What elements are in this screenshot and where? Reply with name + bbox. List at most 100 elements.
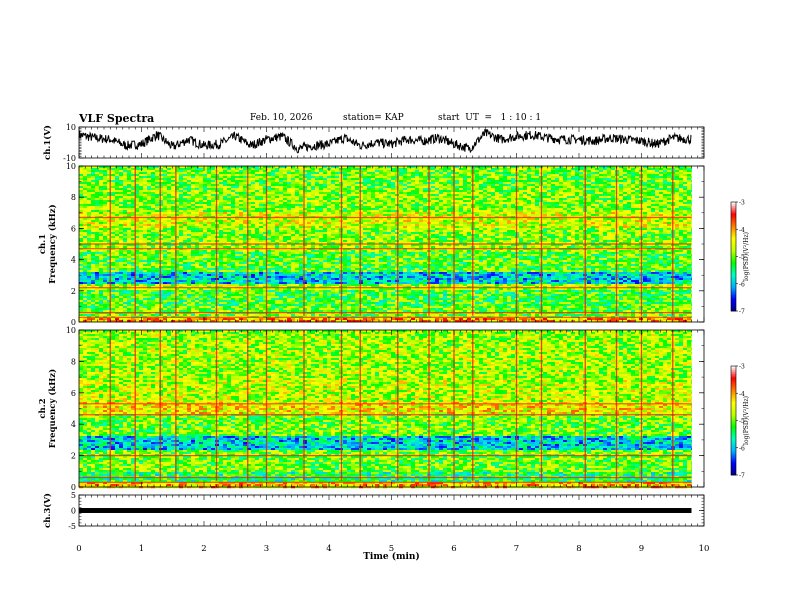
spectrogram-cell: [115, 308, 119, 310]
spectrogram-cell: [127, 250, 131, 252]
spectrogram-cell: [123, 210, 127, 212]
spectrogram-cell: [151, 236, 155, 238]
spectrogram-cell: [91, 218, 95, 220]
spectrogram-cell: [151, 318, 155, 320]
spectrogram-cell: [123, 318, 127, 320]
spectrogram-cell: [167, 246, 171, 248]
spectrogram-cell: [87, 278, 91, 280]
spectrogram-cell: [167, 304, 171, 306]
spectrogram-cell: [123, 304, 127, 306]
spectrogram-cell: [171, 174, 175, 176]
spectrogram-cell: [167, 300, 171, 302]
spectrogram-cell: [95, 206, 99, 208]
spectrogram-cell: [167, 276, 171, 278]
spectrogram-cell: [167, 182, 171, 184]
spectrogram-cell: [151, 228, 155, 230]
spectrogram-cell: [123, 168, 127, 170]
spectrogram-cell: [147, 254, 151, 256]
spectrogram-cell: [95, 220, 99, 222]
spectrogram-cell: [127, 200, 131, 202]
spectrogram-cell: [163, 280, 167, 282]
spectrogram-cell: [91, 182, 95, 184]
spectrogram-cell: [79, 288, 83, 290]
spectrogram-cell: [143, 224, 147, 226]
spectrogram-cell: [179, 222, 183, 224]
spectrogram-cell: [91, 236, 95, 238]
spectrogram-cell: [163, 238, 167, 240]
spectrogram-cell: [115, 186, 119, 188]
spectrogram-cell: [183, 202, 187, 204]
spectrogram-cell: [187, 186, 191, 188]
spectrogram-cell: [179, 294, 183, 296]
spectrogram-cell: [139, 222, 143, 224]
spectrogram-cell: [179, 278, 183, 280]
spectrogram-cell: [83, 222, 87, 224]
spectrogram-cell: [111, 264, 115, 266]
spectrogram-cell: [179, 218, 183, 220]
spectrogram-cell: [167, 202, 171, 204]
spectrogram-cell: [83, 174, 87, 176]
spectrogram-cell: [147, 280, 151, 282]
spectrogram-cell: [91, 228, 95, 230]
spectrogram-cell: [83, 220, 87, 222]
spectrogram-cell: [155, 280, 159, 282]
spectrogram-cell: [99, 310, 103, 312]
spectrogram-cell: [187, 176, 191, 178]
spectrogram-cell: [111, 200, 115, 202]
spectrogram-cell: [111, 240, 115, 242]
spectrogram-cell: [99, 218, 103, 220]
spectrogram-cell: [151, 168, 155, 170]
spectrogram-cell: [83, 282, 87, 284]
spectrogram-cell: [143, 250, 147, 252]
spectrogram-cell: [83, 308, 87, 310]
spectrogram-cell: [127, 184, 131, 186]
spectrogram-cell: [171, 198, 175, 200]
spectrogram-cell: [119, 292, 123, 294]
spectrogram-cell: [163, 258, 167, 260]
spectrogram-cell: [79, 176, 83, 178]
spectrogram-cell: [79, 260, 83, 262]
spectrogram-cell: [163, 268, 167, 270]
spectrogram-cell: [111, 190, 115, 192]
spectrogram-cell: [127, 238, 131, 240]
spectrogram-cell: [147, 246, 151, 248]
spectrogram-cell: [95, 270, 99, 272]
spectrogram-cell: [95, 308, 99, 310]
spectrogram-cell: [119, 280, 123, 282]
spectrogram-cell: [163, 226, 167, 228]
spectrogram-cell: [115, 178, 119, 180]
spectrogram-cell: [91, 214, 95, 216]
spectrogram-cell: [183, 182, 187, 184]
spectrogram-cell: [147, 218, 151, 220]
spectrogram-cell: [163, 274, 167, 276]
spectrogram-cell: [95, 236, 99, 238]
spectrogram-cell: [103, 284, 107, 286]
spectrogram-cell: [139, 218, 143, 220]
spectrogram-cell: [187, 180, 191, 182]
spectrogram-cell: [87, 178, 91, 180]
spectrogram-cell: [143, 270, 147, 272]
spectrogram-cell: [167, 204, 171, 206]
spectrogram-cell: [99, 288, 103, 290]
spectrogram-cell: [111, 172, 115, 174]
spectrogram-cell: [123, 172, 127, 174]
spectrogram-cell: [167, 180, 171, 182]
spectrogram-cell: [87, 200, 91, 202]
spectrogram-cell: [119, 186, 123, 188]
spectrogram-cell: [103, 196, 107, 198]
spectrogram-cell: [91, 250, 95, 252]
spectrogram-cell: [139, 318, 143, 320]
spectrogram-cell: [83, 260, 87, 262]
spectrogram-cell: [151, 266, 155, 268]
spectrogram-cell: [187, 172, 191, 174]
spectrogram-cell: [99, 304, 103, 306]
spectrogram-cell: [167, 170, 171, 172]
spectrogram-cell: [87, 274, 91, 276]
spectrogram-cell: [83, 232, 87, 234]
spectrogram-cell: [127, 258, 131, 260]
spectrogram-cell: [79, 240, 83, 242]
spectrogram-cell: [79, 268, 83, 270]
spectrogram-cell: [167, 260, 171, 262]
spectrogram-cell: [115, 176, 119, 178]
spectrogram-cell: [79, 232, 83, 234]
